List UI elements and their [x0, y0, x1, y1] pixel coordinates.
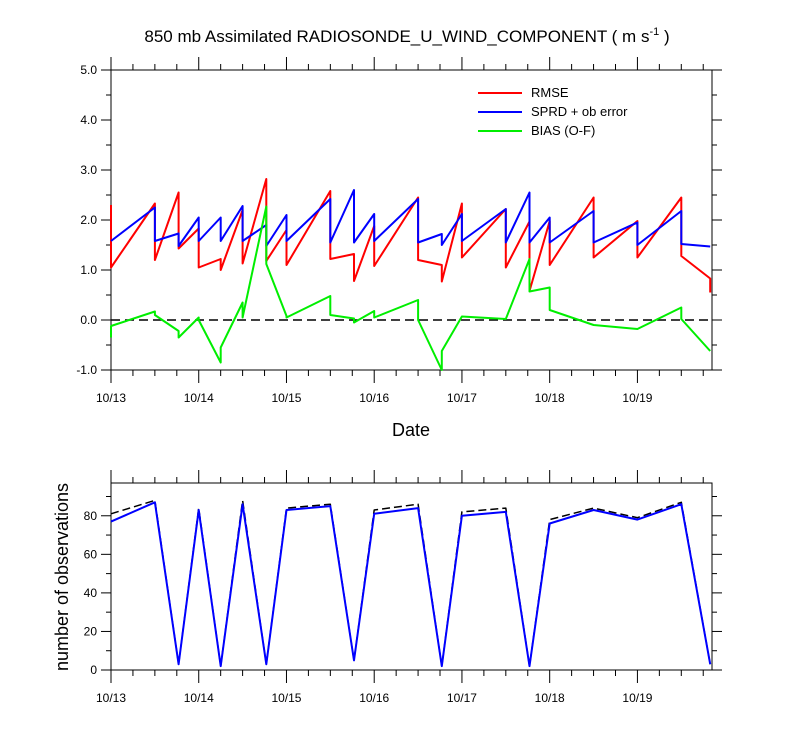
y-axis-label-bottom: number of observations — [52, 483, 72, 671]
top-y-tick-label: 3.0 — [80, 163, 97, 177]
top-y-tick-label: 2.0 — [80, 213, 97, 227]
top-y-tick-label: 4.0 — [80, 113, 97, 127]
bottom-y-tick-label: 60 — [84, 547, 98, 561]
series-line-rmse — [110, 178, 712, 293]
bottom-x-tick-label: 10/14 — [184, 691, 214, 705]
bottom-x-tick-label: 10/18 — [535, 691, 565, 705]
top-chart: 10/13 10/14 10/15 10/16 10/17 10/18 10/19 -1.0 0… — [76, 57, 722, 405]
bottom-y-tick-label: 0 — [90, 663, 97, 677]
series-line-sprd-ob-error — [110, 189, 711, 248]
obs-line-used — [110, 501, 712, 668]
top-x-tick-label: 10/17 — [447, 391, 477, 405]
bottom-x-tick-label: 10/15 — [271, 691, 301, 705]
legend-label-rmse: RMSE — [531, 85, 569, 100]
bottom-x-tick-label: 10/16 — [359, 691, 389, 705]
chart-title: 850 mb Assimilated RADIOSONDE_U_WIND_COM… — [144, 26, 669, 46]
bottom-y-tick-label: 20 — [84, 624, 98, 638]
bottom-y-tick-label: 40 — [84, 586, 98, 600]
bottom-y-tick-label: 80 — [84, 509, 98, 523]
bottom-x-tick-label: 10/13 — [96, 691, 126, 705]
top-y-tick-label: 0.0 — [80, 313, 97, 327]
top-x-tick-label: 10/18 — [535, 391, 565, 405]
bottom-plot-frame — [110, 482, 713, 671]
top-x-tick-label: 10/15 — [271, 391, 301, 405]
series-line-bias-o-f — [110, 205, 711, 371]
bottom-x-tick-label: 10/17 — [447, 691, 477, 705]
top-y-tick-label: -1.0 — [76, 363, 97, 377]
top-x-tick-label: 10/16 — [359, 391, 389, 405]
top-x-tick-label: 10/19 — [622, 391, 652, 405]
top-y-tick-label: 5.0 — [80, 63, 97, 77]
legend-label-bias-o-f: BIAS (O-F) — [531, 123, 595, 138]
legend-label-sprd-ob-error: SPRD + ob error — [531, 104, 628, 119]
top-x-tick-label: 10/14 — [184, 391, 214, 405]
x-axis-label: Date — [392, 420, 430, 440]
chart-title-end: ) — [659, 27, 669, 46]
bottom-x-tick-label: 10/19 — [622, 691, 652, 705]
top-x-tick-label: 10/13 — [96, 391, 126, 405]
top-y-tick-label: 1.0 — [80, 263, 97, 277]
bottom-chart: 10/13 10/14 10/15 10/16 10/17 10/18 10/19 0 20 40… — [84, 470, 722, 705]
chart-title-superscript: -1 — [649, 26, 659, 38]
